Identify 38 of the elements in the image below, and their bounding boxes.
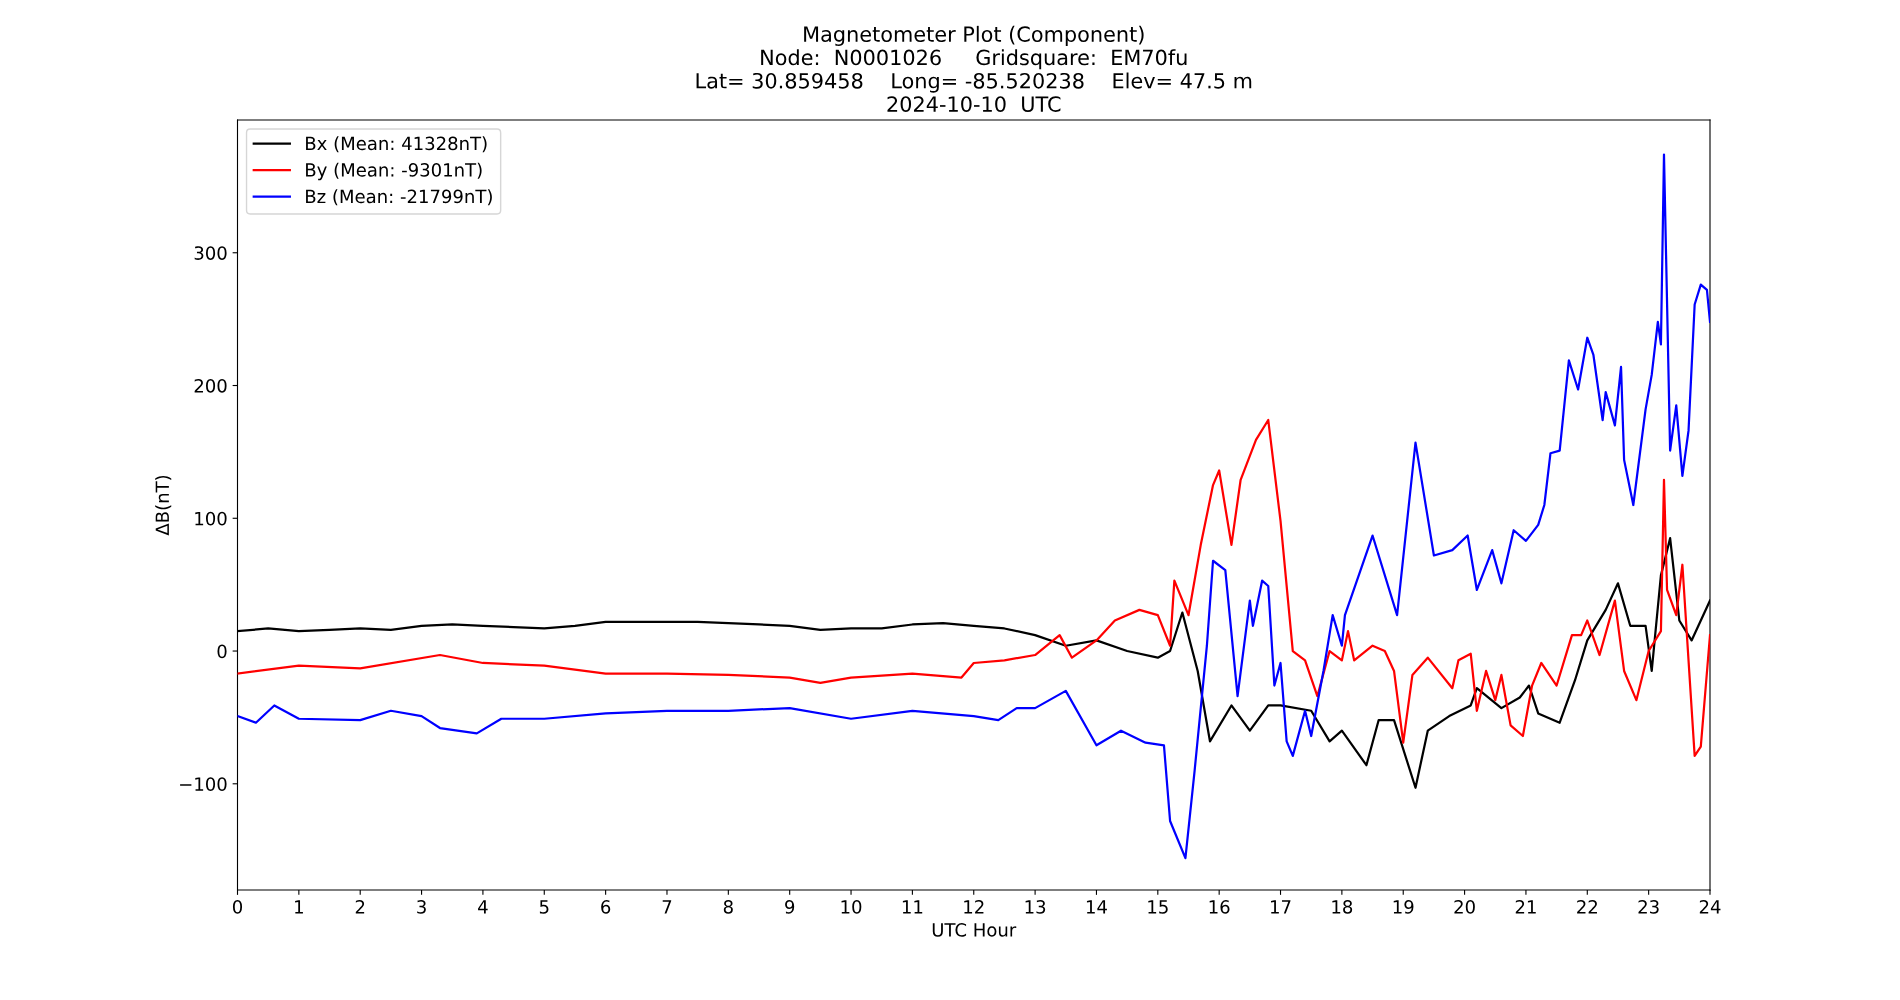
x-tick-label: 1	[295, 900, 303, 914]
x-tick-label: 24	[1699, 900, 1721, 914]
x-tick-label: 9	[785, 900, 795, 914]
x-tick-label: 7	[662, 900, 672, 914]
y-axis-title: ΔB(nT)	[155, 475, 172, 536]
x-tick-label: 19	[1393, 900, 1414, 914]
x-tick-label: 4	[478, 900, 488, 914]
x-tick-label: 15	[1148, 900, 1168, 914]
y-tick-label: 300	[194, 246, 227, 260]
x-tick-label: 11	[902, 900, 923, 914]
y-tick-label: 0	[217, 644, 227, 659]
legend-label: Bz (Mean: -21799nT)	[306, 189, 492, 206]
x-tick-label: 8	[723, 900, 733, 914]
x-tick-label: 10	[841, 900, 862, 914]
y-tick-label: −100	[180, 777, 227, 791]
x-tick-label: 3	[417, 900, 426, 914]
legend-label: Bx (Mean: 41328nT)	[306, 136, 487, 153]
y-tick-label: 200	[194, 378, 227, 393]
line-series	[237, 418, 1710, 758]
x-tick-label: 17	[1271, 900, 1291, 914]
x-tick-label: 14	[1086, 900, 1107, 914]
x-tick-label: 13	[1025, 900, 1046, 914]
x-tick-label: 22	[1577, 900, 1597, 914]
legend-label: By (Mean: -9301nT)	[306, 162, 482, 181]
x-tick-label: 2	[355, 900, 365, 914]
line-series	[237, 153, 1710, 860]
x-tick-label: 6	[601, 900, 611, 914]
x-tick-label: 18	[1332, 900, 1353, 914]
x-tick-label: 23	[1638, 900, 1659, 914]
x-tick-label: 5	[539, 900, 549, 914]
x-tick-label: 16	[1209, 900, 1230, 914]
x-tick-label: 0	[232, 900, 243, 914]
x-tick-label: 20	[1454, 900, 1475, 914]
x-tick-label: 12	[964, 900, 984, 914]
y-tick-label: 100	[195, 511, 227, 526]
x-tick-label: 21	[1515, 900, 1536, 914]
x-axis-title: UTC Hour	[932, 923, 1017, 937]
chart-title: Magnetometer Plot (Component) Node: N0001026 Gridsquare: EM70fu Lat= 30.859458 Long= -85.520238 Elev= 47.5 m 2024-10-10 UTC	[696, 25, 1252, 112]
